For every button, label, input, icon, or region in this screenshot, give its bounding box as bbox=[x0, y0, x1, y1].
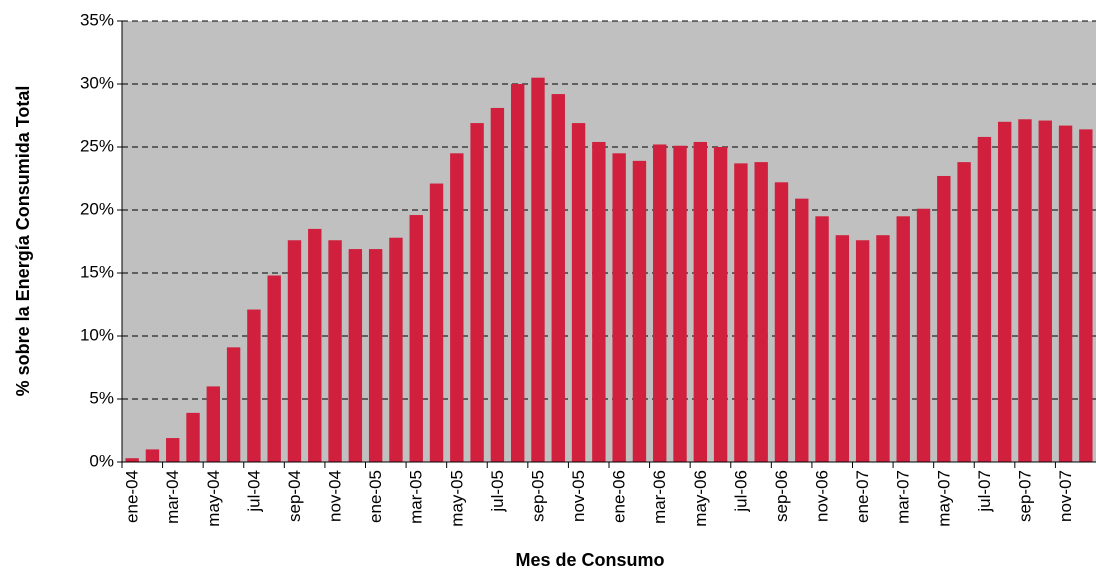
x-tick-label: jul-07 bbox=[975, 470, 994, 513]
x-tick-label: may-05 bbox=[447, 470, 466, 527]
bar bbox=[490, 107, 505, 462]
x-tick-label: sep-07 bbox=[1015, 470, 1034, 522]
x-axis-title: Mes de Consumo bbox=[515, 550, 664, 570]
bar bbox=[247, 309, 261, 462]
x-tick-label: mar-04 bbox=[163, 470, 182, 524]
bar bbox=[957, 162, 971, 462]
bar bbox=[450, 153, 464, 463]
bar bbox=[795, 198, 809, 462]
bar bbox=[531, 77, 545, 462]
bar bbox=[551, 94, 565, 462]
bar bbox=[835, 235, 850, 462]
y-tick-label: 25% bbox=[80, 136, 114, 155]
y-tick-label: 20% bbox=[80, 199, 114, 218]
bar bbox=[896, 216, 910, 462]
bar bbox=[876, 235, 890, 462]
bar bbox=[206, 386, 221, 462]
bar bbox=[774, 182, 789, 462]
bar bbox=[592, 141, 606, 462]
bar bbox=[713, 147, 728, 462]
y-tick-label: 35% bbox=[80, 10, 114, 29]
y-tick-label: 30% bbox=[80, 73, 114, 92]
x-tick-label: nov-05 bbox=[569, 470, 588, 522]
bar bbox=[1079, 129, 1093, 463]
x-tick-label: jul-04 bbox=[244, 470, 263, 513]
bar bbox=[1018, 119, 1032, 462]
bar bbox=[997, 121, 1012, 463]
x-tick-label: ene-04 bbox=[123, 470, 142, 523]
bar bbox=[977, 136, 992, 463]
bar bbox=[409, 215, 423, 462]
plot-area bbox=[122, 21, 1096, 462]
y-tick-label: 5% bbox=[89, 388, 114, 407]
x-tick-label: mar-05 bbox=[407, 470, 426, 524]
x-tick-label: sep-04 bbox=[285, 470, 304, 522]
x-tick-label: ene-06 bbox=[610, 470, 629, 523]
bar bbox=[470, 123, 484, 462]
x-tick-label: may-04 bbox=[204, 470, 223, 527]
bar bbox=[368, 249, 383, 462]
x-tick-label: sep-05 bbox=[528, 470, 547, 522]
bar bbox=[308, 228, 322, 462]
bar bbox=[754, 162, 768, 462]
bar bbox=[916, 208, 931, 462]
bar bbox=[348, 249, 363, 462]
x-tick-label: ene-07 bbox=[853, 470, 872, 523]
bar bbox=[612, 153, 626, 463]
bar bbox=[389, 237, 403, 462]
x-tick-label: sep-06 bbox=[772, 470, 791, 522]
bar bbox=[937, 175, 951, 463]
y-axis-title: % sobre la Energía Consumida Total bbox=[13, 86, 33, 397]
x-tick-label: nov-07 bbox=[1056, 470, 1075, 522]
x-tick-label: ene-05 bbox=[366, 470, 385, 523]
bar bbox=[328, 240, 342, 462]
x-tick-label: nov-04 bbox=[326, 470, 345, 522]
bar bbox=[815, 216, 829, 462]
bar bbox=[125, 458, 139, 462]
x-tick-label: jul-05 bbox=[488, 470, 507, 513]
bar bbox=[653, 144, 667, 463]
x-tick-label: mar-06 bbox=[650, 470, 669, 524]
bar bbox=[693, 141, 708, 462]
bar bbox=[571, 123, 586, 462]
y-tick-label: 0% bbox=[89, 451, 114, 470]
bar bbox=[1058, 125, 1073, 462]
bar bbox=[673, 145, 687, 463]
x-tick-label: may-06 bbox=[691, 470, 710, 527]
bar bbox=[287, 240, 302, 462]
bar bbox=[734, 163, 748, 462]
x-tick-label: jul-06 bbox=[731, 470, 750, 513]
bar bbox=[632, 160, 647, 463]
bar bbox=[226, 347, 241, 462]
bar bbox=[267, 275, 281, 462]
x-tick-label: mar-07 bbox=[894, 470, 913, 524]
x-tick-label: may-07 bbox=[934, 470, 953, 527]
bar bbox=[166, 438, 180, 462]
bar bbox=[186, 412, 200, 462]
x-tick-label: nov-06 bbox=[813, 470, 832, 522]
bar bbox=[429, 183, 444, 463]
bar bbox=[510, 84, 525, 462]
y-tick-label: 15% bbox=[80, 262, 114, 281]
y-tick-label: 10% bbox=[80, 325, 114, 344]
bar bbox=[855, 240, 870, 462]
bar bbox=[1038, 120, 1052, 462]
bar bbox=[145, 449, 160, 462]
